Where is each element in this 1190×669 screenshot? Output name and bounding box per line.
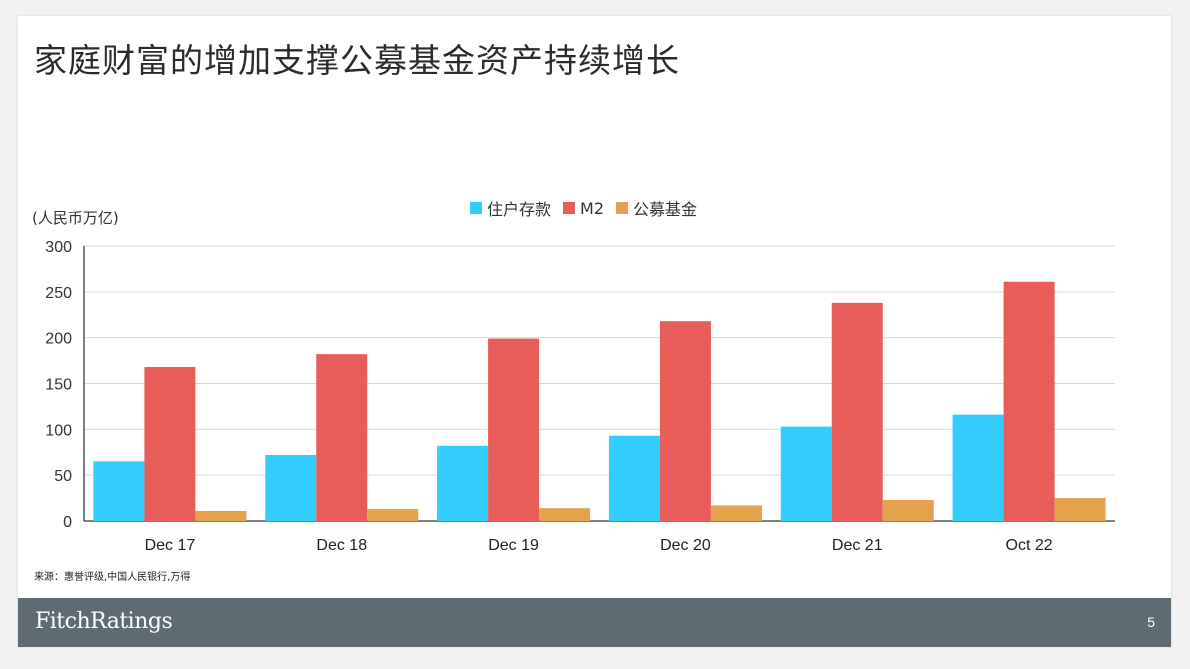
legend-item: 住户存款	[470, 196, 551, 220]
bar	[608, 435, 660, 521]
y-tick-label: 0	[63, 514, 72, 531]
x-tick-label: Dec 21	[832, 537, 883, 554]
legend-item: M2	[563, 199, 604, 218]
bar	[952, 414, 1004, 521]
legend-label: M2	[580, 198, 604, 218]
legend-swatch	[470, 202, 482, 214]
bar	[265, 455, 317, 521]
legend-label: 住户存款	[487, 200, 552, 219]
bar	[93, 461, 145, 521]
x-tick-label: Dec 20	[660, 537, 711, 554]
page-number: 5	[1147, 614, 1155, 630]
slide: 家庭财富的增加支撑公募基金资产持续增长 住户存款 M2 公募基金 (人民币万亿) 0…	[18, 16, 1171, 647]
y-tick-label: 200	[45, 331, 72, 348]
footer-bar: FitchRatings 5	[18, 598, 1171, 647]
bar	[1003, 281, 1055, 521]
legend-item: 公募基金	[616, 196, 697, 220]
bar	[144, 367, 196, 521]
legend-swatch	[616, 202, 628, 214]
x-tick-label: Dec 18	[316, 537, 367, 554]
source-note: 来源：惠誉评级,中国人民银行,万得	[34, 572, 191, 583]
y-axis-unit-label: (人民币万亿)	[32, 209, 119, 227]
bar	[882, 499, 934, 521]
bar	[437, 445, 489, 521]
y-tick-label: 300	[45, 239, 72, 256]
bar	[488, 338, 540, 521]
bar	[659, 321, 711, 521]
bar	[780, 426, 832, 521]
bar	[710, 505, 762, 521]
bar	[316, 354, 368, 521]
x-tick-label: Dec 17	[145, 537, 196, 554]
legend-label: 公募基金	[633, 200, 698, 219]
y-tick-label: 150	[45, 377, 72, 394]
bar	[1054, 498, 1106, 521]
slide-title: 家庭财富的增加支撑公募基金资产持续增长	[34, 41, 680, 80]
chart-legend: 住户存款 M2 公募基金	[470, 196, 697, 220]
bar	[831, 302, 883, 521]
y-tick-label: 100	[45, 422, 72, 439]
bar	[539, 508, 591, 521]
bar-chart: 0 50 100 150 200 250 300 Dec 17 Dec 18 Dec 19 Dec …	[45, 239, 1115, 554]
fitch-ratings-logo: FitchRatings	[35, 609, 173, 634]
bar	[367, 509, 419, 521]
y-tick-label: 50	[54, 468, 72, 485]
x-tick-label: Oct 22	[1006, 537, 1053, 554]
legend-swatch	[563, 202, 576, 214]
x-tick-label: Dec 19	[488, 537, 539, 554]
bar	[195, 510, 247, 521]
y-tick-label: 250	[45, 285, 72, 302]
